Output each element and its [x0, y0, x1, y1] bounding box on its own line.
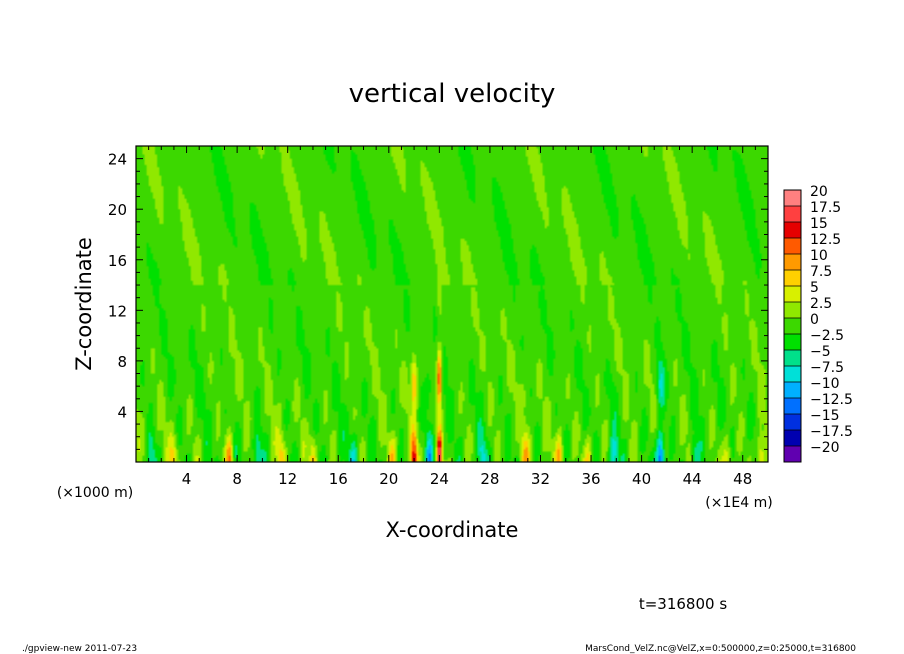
colorbar-band	[784, 238, 801, 254]
colorbar-band	[784, 366, 801, 382]
colorbar-band	[784, 334, 801, 350]
colorbar-label: 2.5	[810, 296, 832, 312]
colorbar-band	[784, 270, 801, 286]
y-tick-label: 16	[108, 252, 127, 270]
colorbar-band	[784, 398, 801, 414]
colorbar-frame	[783, 189, 802, 463]
x-tick-label: 8	[232, 470, 242, 488]
colorbar-label: 7.5	[810, 264, 832, 280]
plot-area	[135, 145, 769, 463]
x-tick-label: 16	[329, 470, 348, 488]
y-tick-label: 12	[108, 302, 127, 320]
colorbar-label: 20	[810, 184, 828, 200]
x-tick-label: 12	[278, 470, 297, 488]
colorbar-label: 15	[810, 216, 828, 232]
colorbar-label: 5	[810, 280, 819, 296]
y-tick-label: 20	[108, 201, 127, 219]
x-tick-label: 28	[480, 470, 499, 488]
colorbar-band	[784, 446, 801, 462]
x-tick-label: 48	[733, 470, 752, 488]
x-tick-label: 44	[683, 470, 702, 488]
time-label: t=316800 s	[639, 595, 727, 613]
chart-title: vertical velocity	[349, 79, 556, 109]
colorbar-band	[784, 206, 801, 222]
y-axis: 4 8 12 16 20 24	[108, 151, 768, 450]
colorbar-label: −20	[810, 440, 840, 456]
colorbar-label: 12.5	[810, 232, 841, 248]
x-unit-label: (×1E4 m)	[705, 495, 772, 511]
colorbar-label: 0	[810, 312, 819, 328]
x-tick-label: 36	[581, 470, 600, 488]
colorbar-label: −5	[810, 344, 831, 360]
colorbar-label: −15	[810, 408, 840, 424]
footer-right: MarsCond_VelZ.nc@VelZ,x=0:500000,z=0:250…	[585, 644, 856, 654]
colorbar-band	[784, 254, 801, 270]
colorbar-band	[784, 302, 801, 318]
y-tick-label: 24	[108, 151, 127, 169]
colorbar: 2017.51512.5107.552.50−2.5−5−7.5−10−12.5…	[783, 184, 853, 463]
colorbar-label: 17.5	[810, 200, 841, 216]
colorbar-band	[784, 430, 801, 446]
x-tick-label: 32	[531, 470, 550, 488]
colorbar-band	[784, 190, 801, 206]
x-tick-label: 20	[379, 470, 398, 488]
y-axis-title: Z-coordinate	[72, 237, 96, 371]
velocity-heatmap	[136, 146, 768, 462]
x-tick-label: 4	[182, 470, 192, 488]
y-tick-label: 8	[117, 353, 127, 371]
colorbar-band	[784, 414, 801, 430]
colorbar-label: −17.5	[810, 424, 853, 440]
x-tick-label: 24	[430, 470, 449, 488]
colorbar-band	[784, 286, 801, 302]
x-tick-label: 40	[632, 470, 651, 488]
footer-left: ./gpview-new 2011-07-23	[22, 644, 137, 654]
colorbar-label: −10	[810, 376, 840, 392]
colorbar-label: −7.5	[810, 360, 844, 376]
x-axis: 4 8 12 16 20 24 28 32 36 40 44 48	[148, 146, 756, 488]
colorbar-band	[784, 222, 801, 238]
y-tick-label: 4	[117, 403, 127, 421]
colorbar-band	[784, 382, 801, 398]
colorbar-band	[784, 350, 801, 366]
colorbar-label: −12.5	[810, 392, 853, 408]
x-axis-title: X-coordinate	[386, 518, 519, 542]
colorbar-label: 10	[810, 248, 828, 264]
colorbar-band	[784, 318, 801, 334]
colorbar-label: −2.5	[810, 328, 844, 344]
y-unit-label: (×1000 m)	[57, 485, 133, 501]
